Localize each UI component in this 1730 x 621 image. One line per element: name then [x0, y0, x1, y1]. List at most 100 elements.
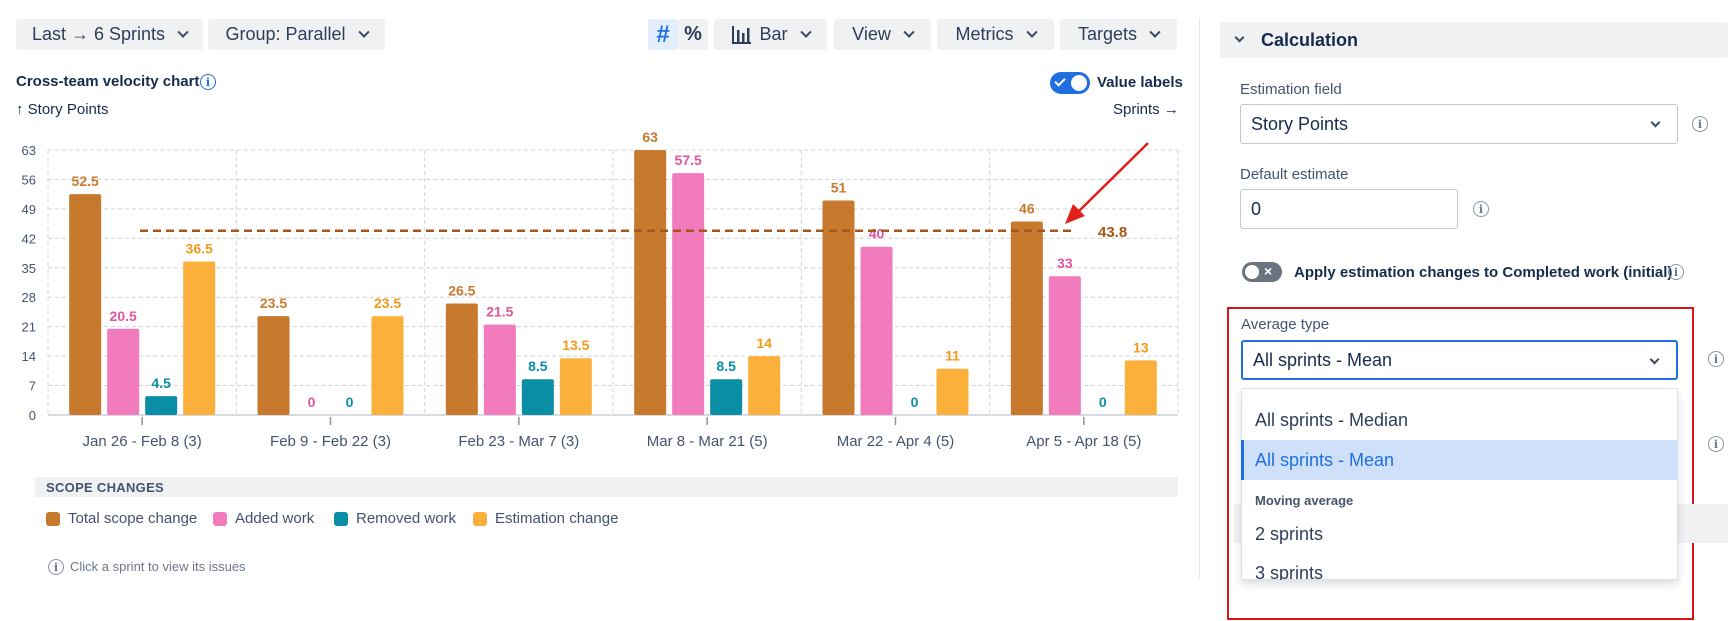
legend-removed-work[interactable]: Removed work — [334, 510, 456, 527]
legend-swatch — [334, 511, 348, 526]
y-tick-label: 14 — [22, 349, 36, 364]
group-dropdown[interactable]: Group: Parallel — [208, 19, 385, 50]
hint-text: Click a sprint to view its issues — [70, 559, 246, 574]
apply-toggle-label: Apply estimation changes to Completed wo… — [1294, 264, 1673, 281]
bar-estimation-change — [559, 358, 592, 415]
targets-dropdown[interactable]: Targets — [1060, 19, 1177, 50]
bar-estimation-change — [183, 261, 216, 415]
absolute-values-toggle[interactable]: # — [648, 19, 678, 50]
average-type-menu — [1241, 388, 1678, 580]
sprint-range-dropdown[interactable]: Last → 6 Sprints — [16, 19, 203, 50]
apply-estimation-toggle[interactable]: × — [1242, 262, 1282, 282]
toggle-knob — [1071, 75, 1087, 91]
legend-estimation-change[interactable]: Estimation change — [473, 510, 618, 527]
chart-type-dropdown[interactable]: Bar — [714, 19, 827, 50]
value-label: 0 — [346, 394, 354, 410]
value-label: 0 — [308, 394, 316, 410]
info-icon: i — [48, 559, 64, 575]
toggle-knob — [1245, 265, 1259, 279]
legend-swatch — [46, 511, 60, 526]
estimation-field-label: Estimation field — [1240, 81, 1342, 98]
value-label: 23.5 — [374, 295, 401, 311]
legend-total-scope-change[interactable]: Total scope change — [46, 510, 197, 527]
legend-label: Total scope change — [68, 510, 198, 527]
y-tick-label: 0 — [29, 408, 36, 423]
calculation-section-header[interactable]: Calculation — [1220, 22, 1728, 58]
view-label: View — [852, 24, 891, 44]
value-label: 8.5 — [528, 358, 548, 374]
x-axis-label: Sprints → — [1113, 101, 1179, 118]
bar-added-work — [1048, 276, 1081, 415]
menu-item-median[interactable]: All sprints - Median — [1255, 409, 1409, 430]
percent-icon: % — [684, 23, 702, 45]
bar-total-scope-change — [69, 194, 102, 415]
value-label: 63 — [642, 130, 658, 145]
y-axis-label: ↑ Story Points — [16, 101, 109, 118]
value-label: 8.5 — [716, 358, 736, 374]
value-label: 23.5 — [260, 295, 287, 311]
view-dropdown[interactable]: View — [834, 19, 931, 50]
bar-total-scope-change — [1010, 221, 1043, 415]
velocity-chart: 0 7 14 21 28 35 42 49 56 63 52.5 20.5 4.5 36.5 Jan 26 … — [22, 130, 1179, 450]
section-title: Calculation — [1261, 30, 1359, 50]
highlight-box — [1227, 307, 1694, 620]
legend-swatch — [213, 511, 227, 526]
legend-added-work[interactable]: Added work — [213, 510, 314, 527]
metrics-label: Metrics — [955, 24, 1014, 44]
legend-label: Removed work — [356, 510, 457, 527]
chevron-down-icon — [799, 26, 812, 38]
estimation-field-value: Story Points — [1251, 113, 1349, 134]
info-icon[interactable]: i — [1708, 436, 1724, 452]
y-tick-label: 56 — [22, 172, 36, 187]
hash-icon: # — [656, 20, 670, 48]
x-tick-label: Jan 26 - Feb 8 (3) — [83, 433, 202, 450]
bar-estimation-change — [1124, 360, 1157, 415]
chevron-down-icon — [903, 26, 915, 38]
moving-average-header: Moving average — [1255, 493, 1354, 508]
y-tick-label: 49 — [22, 202, 36, 217]
close-icon: × — [1264, 263, 1273, 279]
scope-changes-header — [35, 477, 1178, 497]
info-icon[interactable]: i — [1692, 116, 1708, 132]
value-label: 0 — [1099, 394, 1107, 410]
value-label: 33 — [1057, 255, 1073, 271]
percentage-toggle[interactable]: % — [678, 19, 708, 50]
bar-estimation-change — [371, 316, 404, 415]
info-icon[interactable]: i — [1473, 201, 1489, 217]
value-labels-toggle[interactable] — [1050, 72, 1090, 94]
y-tick-label: 63 — [22, 143, 36, 158]
y-tick-label: 35 — [22, 261, 36, 276]
value-label: 26.5 — [448, 283, 475, 299]
estimation-field-select[interactable]: Story Points — [1240, 104, 1678, 144]
average-type-select[interactable]: All sprints - Mean — [1241, 340, 1678, 380]
value-label: 13.5 — [562, 337, 589, 353]
group-label: Group: Parallel — [225, 24, 346, 44]
chart-title: Cross-team velocity chart — [16, 73, 200, 90]
value-label: 11 — [945, 348, 960, 364]
bar-removed-work — [145, 396, 178, 415]
default-estimate-input[interactable]: 0 — [1240, 189, 1458, 229]
chevron-down-icon — [357, 26, 370, 38]
scope-changes-title: SCOPE CHANGES — [46, 480, 165, 495]
bar-added-work — [107, 328, 140, 415]
info-icon[interactable]: i — [1668, 264, 1684, 280]
menu-item-3-sprints[interactable]: 3 sprints — [1255, 563, 1324, 580]
bar-added-work — [483, 324, 516, 415]
chevron-down-icon — [1234, 32, 1245, 43]
info-icon[interactable]: i — [200, 74, 216, 90]
bar-added-work — [860, 246, 893, 415]
value-label: 40 — [869, 226, 885, 242]
value-labels-text: Value labels — [1097, 74, 1183, 91]
bar-total-scope-change — [822, 200, 855, 415]
average-line-label: 43.8 — [1098, 224, 1127, 241]
value-label: 57.5 — [675, 152, 702, 168]
info-icon[interactable]: i — [1708, 351, 1724, 367]
legend-label: Added work — [235, 510, 315, 527]
menu-item-mean-selected[interactable]: All sprints - Mean — [1241, 440, 1678, 480]
value-label: 46 — [1019, 201, 1035, 217]
menu-item-2-sprints[interactable]: 2 sprints — [1255, 523, 1324, 544]
y-tick-label: 28 — [22, 290, 36, 305]
chevron-down-icon — [1149, 26, 1161, 38]
value-label: 52.5 — [72, 173, 99, 189]
metrics-dropdown[interactable]: Metrics — [937, 19, 1054, 50]
